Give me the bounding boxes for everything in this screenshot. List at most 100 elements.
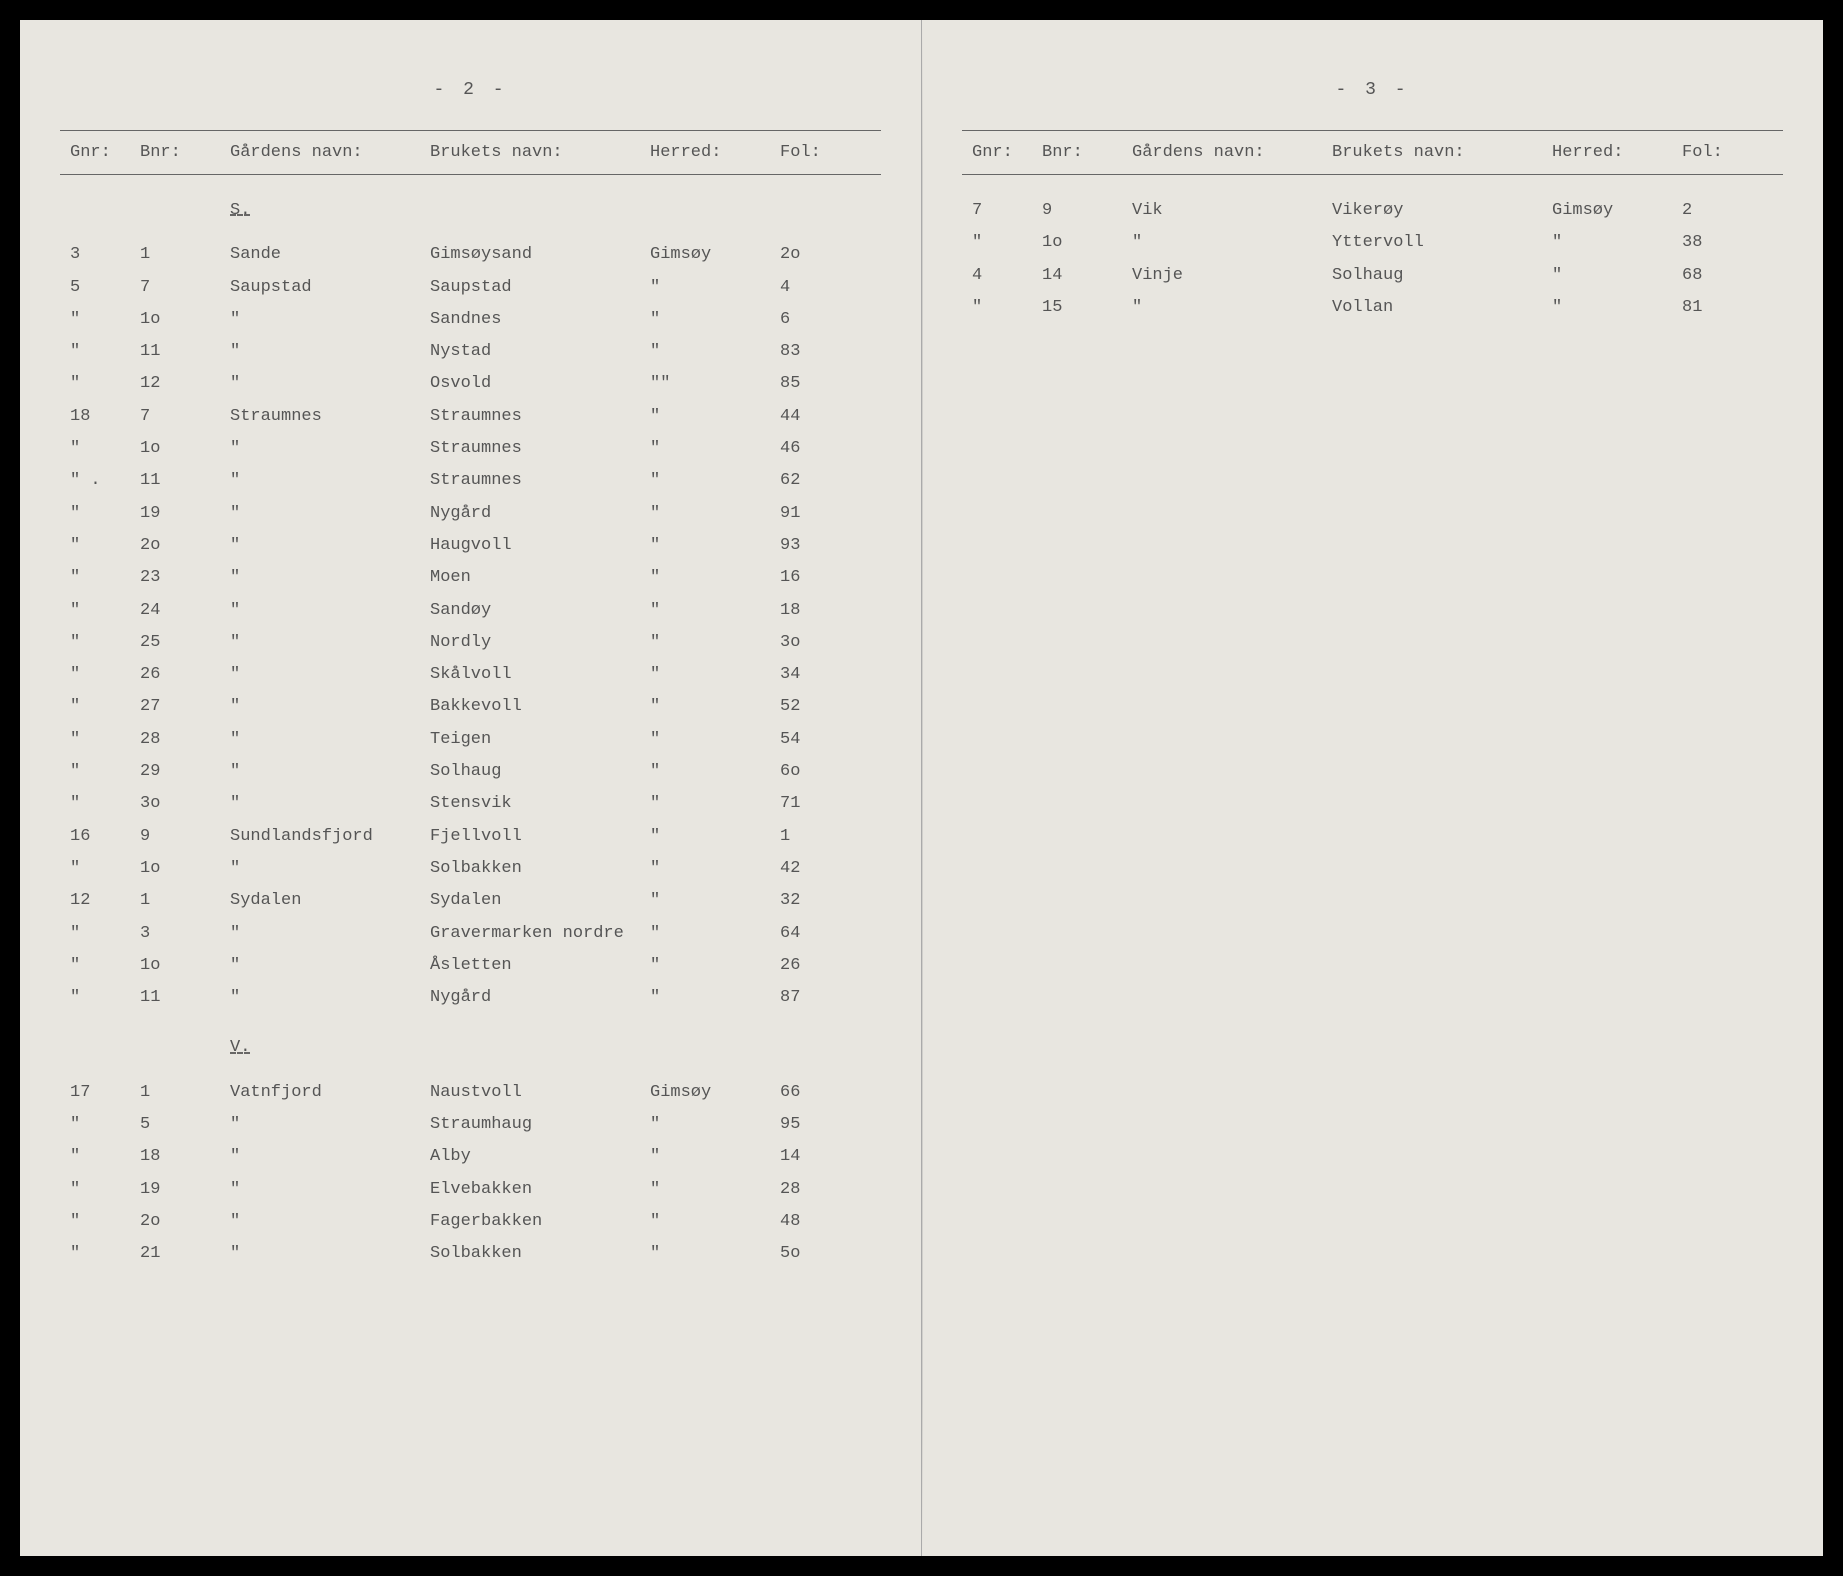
cell-herred: " (650, 272, 780, 304)
cell-herred: " (650, 465, 780, 497)
cell-bnr: 1 (140, 239, 230, 271)
header-gnr: Gnr: (962, 143, 1042, 162)
cell-bnr: 11 (140, 982, 230, 1014)
cell-bnr: 11 (140, 336, 230, 368)
cell-gnr: " (60, 368, 140, 400)
cell-gnr: " (962, 227, 1042, 259)
cell-fol: 5o (780, 1238, 860, 1270)
table-row: "18"Alby"14 (60, 1141, 881, 1173)
table-row: "11"Nygård"87 (60, 982, 881, 1014)
cell-brukets: Vollan (1332, 292, 1552, 324)
cell-fol: 52 (780, 691, 860, 723)
cell-bnr: 1o (140, 304, 230, 336)
cell-herred: " (650, 724, 780, 756)
table-header-right: Gnr: Bnr: Gårdens navn: Brukets navn: He… (962, 130, 1783, 175)
cell-gnr: " . (60, 465, 140, 497)
cell-gardens: " (230, 1238, 430, 1270)
table-header-left: Gnr: Bnr: Gårdens navn: Brukets navn: He… (60, 130, 881, 175)
header-brukets: Brukets navn: (1332, 143, 1552, 162)
cell-gardens: " (230, 433, 430, 465)
cell-gardens: " (230, 465, 430, 497)
table-row: "19"Elvebakken"28 (60, 1174, 881, 1206)
cell-bnr: 14 (1042, 260, 1132, 292)
table-row: "25"Nordly"3o (60, 627, 881, 659)
cell-brukets: Solbakken (430, 853, 650, 885)
cell-gardens: " (230, 756, 430, 788)
cell-fol: 95 (780, 1109, 860, 1141)
cell-brukets: Åsletten (430, 950, 650, 982)
cell-gardens: " (230, 530, 430, 562)
cell-fol: 44 (780, 401, 860, 433)
cell-gnr: 4 (962, 260, 1042, 292)
cell-brukets: Solhaug (430, 756, 650, 788)
header-fol: Fol: (780, 143, 860, 162)
cell-fol: 83 (780, 336, 860, 368)
table-row: "19"Nygård"91 (60, 498, 881, 530)
table-row: "1o"Åsletten"26 (60, 950, 881, 982)
cell-herred: " (650, 821, 780, 853)
cell-herred: "" (650, 368, 780, 400)
cell-fol: 32 (780, 885, 860, 917)
cell-brukets: Osvold (430, 368, 650, 400)
cell-gardens: " (230, 691, 430, 723)
cell-fol: 2 (1682, 195, 1762, 227)
cell-gardens: " (230, 724, 430, 756)
table-row: 57SaupstadSaupstad"4 (60, 272, 881, 304)
table-row: 121SydalenSydalen"32 (60, 885, 881, 917)
cell-bnr: 9 (140, 821, 230, 853)
cell-gnr: " (60, 530, 140, 562)
cell-brukets: Naustvoll (430, 1077, 650, 1109)
cell-brukets: Nygård (430, 498, 650, 530)
cell-fol: 1 (780, 821, 860, 853)
table-row: "1o"Straumnes"46 (60, 433, 881, 465)
cell-gardens: " (230, 918, 430, 950)
table-row: "28"Teigen"54 (60, 724, 881, 756)
cell-bnr: 1o (140, 433, 230, 465)
section-letter-row: S. (60, 195, 881, 227)
cell-gardens: " (230, 368, 430, 400)
cell-fol: 81 (1682, 292, 1762, 324)
cell-fol: 85 (780, 368, 860, 400)
table-row: 187StraumnesStraumnes"44 (60, 401, 881, 433)
cell-gardens: " (1132, 292, 1332, 324)
section-letter-row: V. (60, 1032, 881, 1064)
cell-gardens: " (230, 853, 430, 885)
page-number-right: - 3 - (962, 80, 1783, 100)
table-row: " .11"Straumnes"62 (60, 465, 881, 497)
cell-bnr: 25 (140, 627, 230, 659)
cell-fol: 54 (780, 724, 860, 756)
cell-gardens: " (230, 1206, 430, 1238)
cell-herred: " (650, 530, 780, 562)
cell-fol: 28 (780, 1174, 860, 1206)
cell-brukets: Solhaug (1332, 260, 1552, 292)
cell-gnr: " (60, 691, 140, 723)
table-row: "5"Straumhaug"95 (60, 1109, 881, 1141)
cell-brukets: Sydalen (430, 885, 650, 917)
cell-gardens: Saupstad (230, 272, 430, 304)
cell-brukets: Moen (430, 562, 650, 594)
cell-gnr: " (60, 1109, 140, 1141)
page-number-left: - 2 - (60, 80, 881, 100)
cell-gnr: " (60, 982, 140, 1014)
cell-brukets: Skålvoll (430, 659, 650, 691)
cell-gnr: " (60, 788, 140, 820)
cell-gardens: " (230, 659, 430, 691)
cell-bnr: 26 (140, 659, 230, 691)
cell-gardens: " (230, 950, 430, 982)
cell-fol: 6 (780, 304, 860, 336)
cell-fol: 26 (780, 950, 860, 982)
table-row: 171VatnfjordNaustvollGimsøy66 (60, 1077, 881, 1109)
table-row: "3"Gravermarken nordre"64 (60, 918, 881, 950)
cell-herred: " (650, 1109, 780, 1141)
cell-herred: " (1552, 227, 1682, 259)
cell-gnr: " (60, 918, 140, 950)
cell-gnr: " (60, 659, 140, 691)
cell-gardens: Vik (1132, 195, 1332, 227)
header-gardens: Gårdens navn: (1132, 143, 1332, 162)
cell-bnr: 1 (140, 1077, 230, 1109)
cell-fol: 68 (1682, 260, 1762, 292)
cell-brukets: Gravermarken nordre (430, 918, 650, 950)
header-bnr: Bnr: (140, 143, 230, 162)
cell-herred: " (1552, 260, 1682, 292)
cell-gnr: " (60, 950, 140, 982)
